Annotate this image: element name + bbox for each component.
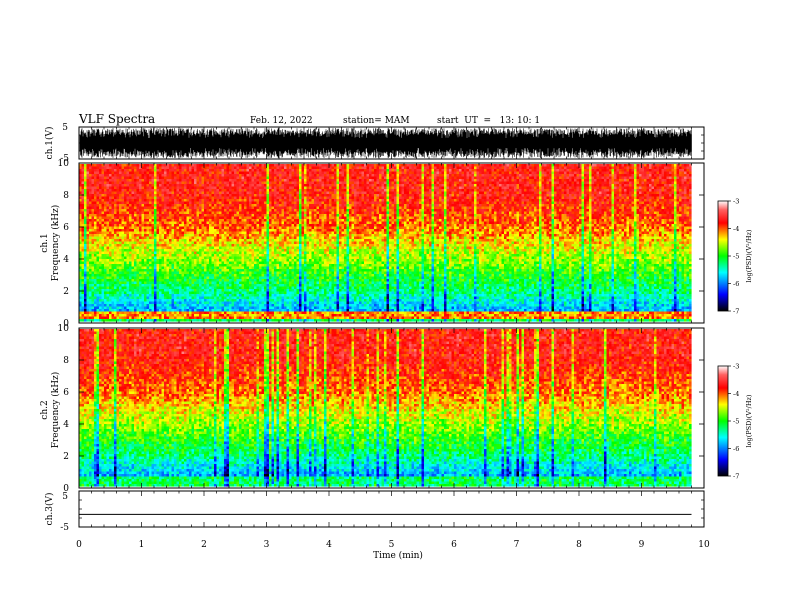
ch2-colorbar-tick-neg6: -6 (733, 445, 739, 453)
time-axis-tick-10: 10 (698, 540, 710, 550)
time-axis-tick-5: 5 (389, 540, 395, 550)
figure-title: VLF Spectra (78, 112, 155, 126)
ch2-spectrogram-ytick-4: 4 (63, 420, 69, 430)
ch1-colorbar-tick-neg4: -4 (733, 225, 739, 233)
ch1-spectrogram-ytick-6: 6 (63, 223, 69, 233)
header-date: Feb. 12, 2022 (250, 116, 313, 126)
ch1-spectrogram-ylabel-frequency: Frequency (kHz) (50, 205, 61, 282)
ch2-spectrogram-ylabel-channel: ch.2 (40, 400, 50, 419)
ch1-colorbar (717, 200, 729, 312)
ch1-spectrogram-ytick-0: 0 (63, 319, 69, 329)
ch1-colorbar-tick-neg6: -6 (733, 280, 739, 288)
ch1-waveform-ylabel: ch.1(V) (44, 127, 55, 160)
header-start-time: start UT = 13: 10: 1 (437, 116, 540, 126)
ch3-waveform-ylabel: ch.3(V) (44, 493, 55, 526)
time-axis-tick-6: 6 (451, 540, 457, 550)
ch2-spectrogram-ytick-2: 2 (63, 452, 69, 462)
ch3-ytick-top: 5 (62, 492, 68, 502)
ch1-waveform-panel: 5 -5 ch.1(V) (44, 123, 705, 164)
ch1-colorbar-tick-neg3: -3 (733, 198, 739, 206)
ch2-spectrogram-ylabel-frequency: Frequency (kHz) (50, 372, 61, 449)
ch3-waveform-panel: 5 -5 ch.3(V) (44, 490, 705, 533)
time-axis-tick-8: 8 (576, 540, 582, 550)
header-station: station= MAM (343, 116, 410, 126)
time-axis-ticks: 0 1 2 3 4 5 6 7 8 9 10 (76, 126, 710, 550)
time-axis-tick-4: 4 (326, 540, 332, 550)
time-axis-tick-0: 0 (76, 540, 82, 550)
time-axis-label: Time (min) (373, 550, 423, 561)
ch1-colorbar-tick-neg5: -5 (733, 253, 739, 261)
time-axis-tick-2: 2 (201, 540, 207, 550)
ch1-spectrogram-ytick-4: 4 (63, 255, 69, 265)
ch1-spectrogram-ytick-10: 10 (58, 159, 70, 169)
ch3-waveform-frame (78, 490, 705, 528)
ch2-colorbar-tick-neg7: -7 (733, 473, 739, 481)
time-axis-tick-7: 7 (514, 540, 520, 550)
time-axis-tick-3: 3 (264, 540, 270, 550)
ch2-spectrogram-ytick-8: 8 (63, 356, 69, 366)
ch1-spectrogram-ylabel-channel: ch.1 (40, 233, 50, 252)
ch2-spectrogram-ytick-6: 6 (63, 388, 69, 398)
time-axis-tick-1: 1 (139, 540, 145, 550)
ch1-spectrogram-ytick-2: 2 (63, 287, 69, 297)
ch1-colorbar-label: log(PSD)(V²/Hz) (745, 229, 753, 282)
ch1-ytick-top: 5 (62, 123, 68, 133)
ch2-colorbar (717, 365, 729, 477)
ch2-colorbar-tick-neg4: -4 (733, 390, 739, 398)
ch2-colorbar-tick-neg3: -3 (733, 363, 739, 371)
ch3-ytick-bottom: -5 (60, 523, 69, 533)
ch1-ytick-bottom: -5 (60, 154, 69, 164)
time-axis-tick-9: 9 (639, 540, 645, 550)
ch2-spectrogram-ytick-0: 0 (63, 484, 69, 494)
ch1-spectrogram-heatmap (79, 164, 704, 322)
ch1-waveform-trace (79, 128, 692, 158)
ch1-colorbar-tick-neg7: -7 (733, 308, 739, 316)
ch2-spectrogram-heatmap (79, 329, 704, 487)
ch2-colorbar-label: log(PSD)(V²/Hz) (745, 394, 753, 447)
ch2-spectrogram-ytick-10: 10 (58, 324, 70, 334)
ch1-spectrogram-ytick-8: 8 (63, 191, 69, 201)
ch1-waveform-path (79, 128, 692, 158)
ch2-colorbar-tick-neg5: -5 (733, 418, 739, 426)
